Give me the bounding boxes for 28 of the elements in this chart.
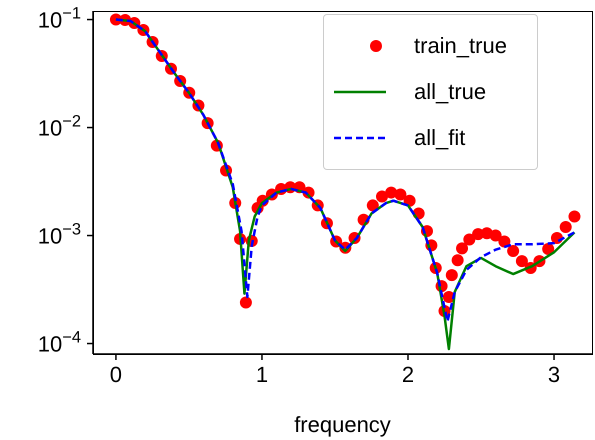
point bbox=[394, 188, 406, 200]
legend-label: train_true bbox=[414, 33, 507, 59]
point bbox=[240, 296, 252, 308]
x-tick-label: 2 bbox=[402, 362, 414, 387]
x-tick-label: 3 bbox=[548, 362, 560, 387]
point bbox=[490, 230, 502, 242]
point bbox=[446, 269, 458, 282]
legend-label: all_fit bbox=[414, 125, 466, 151]
point bbox=[452, 254, 464, 266]
x-tick-label: 1 bbox=[256, 362, 268, 387]
point bbox=[366, 199, 379, 212]
x-tick-label: 0 bbox=[110, 362, 122, 387]
point bbox=[376, 190, 388, 202]
point bbox=[404, 194, 416, 207]
point bbox=[542, 243, 554, 256]
point bbox=[498, 236, 510, 248]
point bbox=[560, 220, 572, 233]
x-axis-title: frequency bbox=[294, 412, 391, 437]
legend-label: all_true bbox=[414, 79, 486, 105]
point bbox=[568, 210, 580, 223]
point bbox=[463, 233, 476, 246]
y-tick-label: 10$^{−1}$ bbox=[38, 4, 81, 33]
point bbox=[507, 244, 520, 257]
y-tick-label: 10$^{−3}$ bbox=[38, 220, 81, 249]
y-tick-label: 10$^{−4}$ bbox=[38, 328, 81, 357]
point bbox=[456, 242, 468, 254]
point bbox=[516, 255, 528, 268]
y-tick-label: 10$^{−2}$ bbox=[38, 112, 81, 141]
